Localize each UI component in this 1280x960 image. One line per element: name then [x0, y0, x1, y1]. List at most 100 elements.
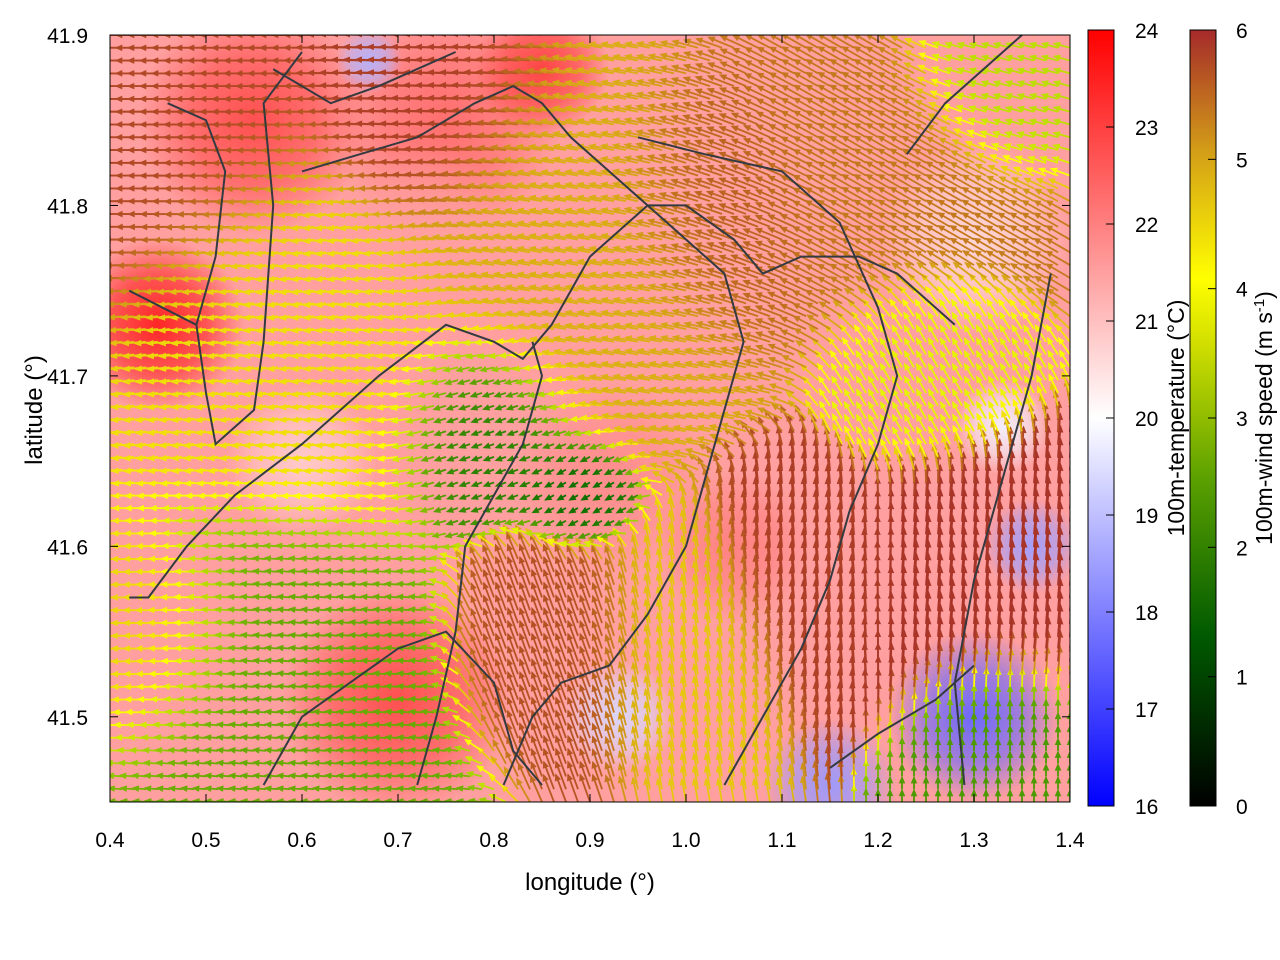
- wind-arrow: [86, 556, 110, 563]
- wind-arrow: [904, 26, 926, 35]
- wind-arrow: [86, 378, 110, 385]
- wind-arrow: [94, 773, 110, 780]
- wind-arrow: [79, 147, 110, 154]
- wind-arrow: [87, 455, 110, 462]
- wind-arrow: [80, 275, 110, 282]
- wind-arrow: [890, 23, 914, 35]
- wind-arrow: [86, 658, 110, 665]
- wind-arrow: [86, 417, 110, 424]
- wind-arrow: [86, 581, 110, 588]
- wind-arrow: [805, 21, 830, 35]
- wind-arrow: [612, 28, 638, 35]
- wind-arrow: [865, 21, 890, 35]
- wind-arrow: [79, 57, 110, 64]
- wind-arrow: [91, 747, 110, 754]
- x-tick-label: 0.8: [479, 829, 508, 852]
- wind-arrow: [708, 24, 734, 35]
- wind-arrow: [95, 785, 110, 792]
- wind-arrow: [829, 21, 854, 35]
- wind-arrow: [79, 236, 110, 243]
- wind-arrow: [86, 632, 110, 639]
- wind-arrow: [86, 607, 110, 614]
- wind-arrow: [576, 29, 602, 36]
- wind-arrow: [86, 391, 110, 398]
- wind-arrow: [86, 543, 110, 550]
- wind-arrow: [87, 517, 110, 524]
- wind-arrow: [79, 262, 110, 269]
- wind-arrow: [85, 352, 110, 359]
- wind-arrow: [93, 760, 110, 767]
- wind-arrow: [79, 249, 110, 256]
- wind-arrow: [88, 722, 110, 729]
- wind-arrow: [86, 620, 110, 627]
- wind-arrow: [969, 29, 986, 35]
- wind-arrow: [79, 160, 110, 167]
- wind-arrow: [769, 21, 794, 35]
- wind-arrow: [87, 468, 110, 475]
- wind-arrow: [841, 21, 866, 35]
- wind-arrow: [793, 21, 818, 35]
- wind-arrow: [744, 21, 770, 35]
- x-tick-label: 0.7: [383, 829, 412, 852]
- wind-arrow: [957, 29, 974, 35]
- wind-arrow: [79, 121, 110, 128]
- wind-arrow: [877, 21, 902, 35]
- wind-arrow: [624, 28, 650, 35]
- wind-arrow: [95, 798, 110, 805]
- x-tick-label: 0.4: [95, 829, 125, 852]
- wind-arrow: [79, 185, 110, 192]
- x-tick-label: 1.0: [671, 829, 700, 852]
- wind-arrow: [918, 28, 938, 35]
- wind-arrow: [86, 530, 110, 537]
- wind-arrow: [87, 696, 110, 703]
- wind-arrow: [588, 29, 614, 36]
- wind-arrow: [86, 404, 110, 411]
- wind-arrow: [82, 314, 110, 321]
- wind-arrow: [932, 29, 950, 35]
- wind-arrow: [671, 27, 698, 35]
- wind-arrow: [86, 645, 110, 652]
- wind-arrow: [87, 505, 110, 512]
- wind-arrow: [757, 21, 782, 35]
- wind-arrow: [86, 671, 110, 678]
- wind-arrow: [79, 83, 110, 90]
- wind-arrow: [79, 172, 110, 179]
- wind-arrow: [944, 29, 962, 35]
- x-tick-label: 0.9: [575, 829, 604, 852]
- wind-arrow: [853, 21, 878, 35]
- wind-arrow: [695, 25, 722, 35]
- wind-arrow: [564, 29, 590, 36]
- wind-arrow: [87, 492, 110, 499]
- wind-arrow: [80, 288, 110, 295]
- wind-arrow: [85, 365, 110, 372]
- wind-arrow: [81, 301, 110, 308]
- wind-arrow: [648, 28, 674, 35]
- wind-arrow: [79, 134, 110, 141]
- x-tick-label: 0.6: [287, 829, 316, 852]
- temperature-blob: [72, 238, 245, 411]
- wind-arrow: [551, 29, 578, 36]
- wind-arrow: [683, 26, 710, 35]
- wind-arrow: [781, 21, 806, 35]
- wind-arrow: [817, 21, 842, 35]
- wind-arrow: [86, 569, 110, 576]
- wind-arrow: [79, 223, 110, 230]
- wind-arrow: [89, 734, 110, 741]
- wind-arrow: [87, 480, 110, 487]
- wind-arrow: [79, 96, 110, 103]
- wind-arrow: [79, 108, 110, 115]
- wind-arrow: [79, 70, 110, 77]
- wind-arrow: [660, 28, 686, 35]
- x-tick-label: 0.5: [191, 829, 220, 852]
- wind-arrow: [86, 594, 110, 601]
- wind-arrow: [636, 28, 662, 35]
- wind-arrow: [720, 23, 746, 35]
- wind-arrow: [86, 684, 110, 691]
- wind-arrow: [83, 327, 110, 334]
- wind-arrow: [84, 340, 110, 347]
- wind-arrow: [87, 429, 110, 436]
- wind-arrow: [87, 442, 110, 449]
- wind-arrow: [732, 22, 758, 35]
- wind-arrow: [87, 709, 110, 716]
